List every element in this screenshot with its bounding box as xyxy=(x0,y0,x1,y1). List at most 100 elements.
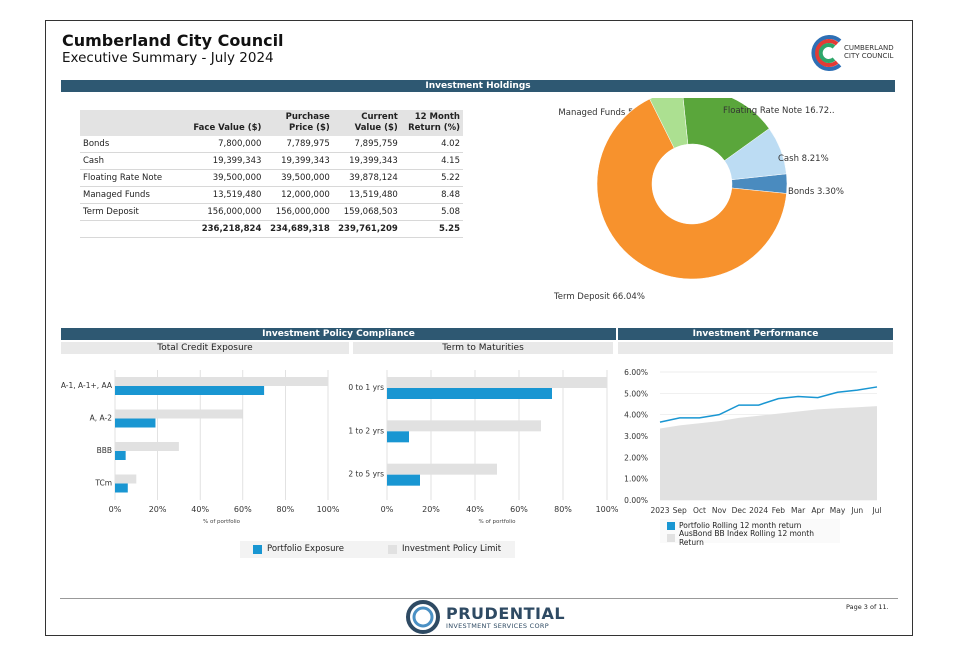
x-axis-label: % of portfolio xyxy=(203,519,241,525)
x-tick-label: 60% xyxy=(234,505,252,514)
table-cell: 239,761,209 xyxy=(332,220,401,238)
x-tick-label: Mar xyxy=(791,506,806,515)
limit-bar xyxy=(115,442,179,451)
table-cell: Floating Rate Note xyxy=(80,169,184,187)
col-header-face: Face Value ($) xyxy=(183,110,265,136)
table-row: Managed Funds 13,519,480 12,000,000 13,519,… xyxy=(80,186,463,204)
holdings-donut-chart: Bonds 3.30% Cash 8.21% Floating Rate Note … xyxy=(553,98,844,302)
x-tick-label: May xyxy=(830,506,846,515)
y-tick-label: 3.00% xyxy=(624,432,648,441)
x-tick-label: Nov xyxy=(712,506,727,515)
table-cell: 19,399,343 xyxy=(183,152,265,170)
performance-subheader xyxy=(618,342,893,354)
donut-slice-label: Term Deposit 66.04% xyxy=(553,292,645,302)
x-tick-label: 0% xyxy=(109,505,122,514)
table-cell: Managed Funds xyxy=(80,186,184,204)
donut-slice xyxy=(724,128,787,180)
table-cell: 4.15 xyxy=(400,152,463,170)
category-label: A-1, A-1+, AA xyxy=(61,381,113,390)
x-tick-label: 0% xyxy=(381,505,394,514)
legend-item-limit: Investment Policy Limit xyxy=(388,544,501,554)
term-maturity-chart: 0% 20% 40% 60% 80% 100% % of portfolio 0 to 1 y… xyxy=(348,370,619,525)
y-tick-label: 6.00% xyxy=(624,368,648,377)
table-cell: 4.02 xyxy=(400,136,463,153)
perf-legend-swatch-index xyxy=(667,533,675,542)
logo-line-2: CITY COUNCIL xyxy=(844,52,894,60)
limit-bar xyxy=(387,377,607,388)
x-axis-label: % of portfolio xyxy=(478,519,516,525)
table-cell: 13,519,480 xyxy=(332,186,401,204)
page-number: Page 3 of 11. xyxy=(846,603,889,611)
legend-swatch-portfolio xyxy=(253,544,262,554)
x-tick-label: 40% xyxy=(191,505,209,514)
donut-slice-label: Floating Rate Note 16.72.. xyxy=(723,106,835,116)
perf-legend-label-index: AusBond BB Index Rolling 12 month Return xyxy=(678,528,814,547)
compliance-section-header: Investment Policy Compliance xyxy=(61,328,616,340)
x-tick-label: Dec xyxy=(732,506,747,515)
page-subtitle: Executive Summary - July 2024 xyxy=(62,50,274,66)
table-cell: 159,068,503 xyxy=(332,203,401,221)
table-cell: 19,399,343 xyxy=(264,152,333,170)
compliance-legend: Portfolio Exposure Investment Policy Lim… xyxy=(240,541,515,558)
y-tick-label: 4.00% xyxy=(624,411,648,420)
y-tick-label: 0.00% xyxy=(624,496,648,505)
perf-legend-index: AusBond BB Index Rolling 12 month Return xyxy=(660,529,840,547)
logo-line-1: CUMBERLAND xyxy=(844,44,894,52)
limit-bar xyxy=(115,377,328,386)
x-tick-label: 20% xyxy=(422,505,440,514)
category-label: BBB xyxy=(97,446,112,455)
table-row: Cash 19,399,343 19,399,343 19,399,343 4.15 xyxy=(80,152,463,170)
x-tick-label: 60% xyxy=(510,505,528,514)
holdings-section-header: Investment Holdings xyxy=(61,80,895,92)
table-cell: Term Deposit xyxy=(80,203,184,221)
category-label: A, A-2 xyxy=(90,414,113,423)
table-cell: Cash xyxy=(80,152,184,170)
table-cell: 39,500,000 xyxy=(183,169,265,187)
table-cell: 8.48 xyxy=(400,186,463,204)
page-title: Cumberland City Council xyxy=(62,31,284,50)
x-tick-label: 20% xyxy=(149,505,167,514)
council-logo-text: CUMBERLAND CITY COUNCIL xyxy=(844,44,894,60)
holdings-total-row: 236,218,824 234,689,318 239,761,209 5.25 xyxy=(80,220,463,238)
x-tick-label: 40% xyxy=(466,505,484,514)
credit-subheader: Total Credit Exposure xyxy=(61,342,349,354)
portfolio-bar xyxy=(387,474,420,486)
category-label: 1 to 2 yrs xyxy=(348,426,384,435)
col-header-name xyxy=(80,110,184,136)
page-frame xyxy=(45,20,913,636)
table-cell: 156,000,000 xyxy=(183,203,265,221)
limit-bar xyxy=(115,409,243,419)
limit-bar xyxy=(387,420,541,432)
perf-legend-portfolio: Portfolio Rolling 12 month return xyxy=(660,520,840,531)
table-cell xyxy=(80,220,184,238)
footer-brand: PRUDENTIAL xyxy=(446,604,566,623)
x-tick-label: Apr xyxy=(811,506,825,515)
performance-section-header: Investment Performance xyxy=(618,328,893,340)
x-tick-label: 2024 xyxy=(749,506,768,515)
portfolio-bar xyxy=(387,431,409,443)
table-cell: 39,878,124 xyxy=(332,169,401,187)
donut-slice-label: Managed Funds 5.72% xyxy=(558,108,655,118)
limit-bar xyxy=(115,474,137,484)
maturities-subheader: Term to Maturities xyxy=(353,342,613,354)
table-cell: 19,399,343 xyxy=(332,152,401,170)
x-tick-label: Oct xyxy=(693,506,706,515)
y-tick-label: 5.00% xyxy=(624,389,648,398)
legend-swatch-limit xyxy=(388,544,397,554)
table-cell: 7,800,000 xyxy=(183,136,265,153)
table-cell: 156,000,000 xyxy=(264,203,333,221)
table-row: Floating Rate Note 39,500,000 39,500,000 39… xyxy=(80,169,463,187)
portfolio-bar xyxy=(387,388,552,399)
portfolio-bar xyxy=(115,483,128,493)
holdings-header-row: Face Value ($) Purchase Price ($) Curren… xyxy=(80,110,463,136)
x-tick-label: 100% xyxy=(317,505,340,514)
table-row: Bonds 7,800,000 7,789,975 7,895,759 4.02 xyxy=(80,136,463,153)
y-tick-label: 2.00% xyxy=(624,453,648,462)
donut-slice xyxy=(596,98,787,280)
table-cell: 13,519,480 xyxy=(183,186,265,204)
council-logo-icon xyxy=(811,35,842,71)
y-tick-label: 1.00% xyxy=(624,475,648,484)
portfolio-bar xyxy=(115,451,126,460)
table-cell: 7,895,759 xyxy=(332,136,401,153)
donut-slice xyxy=(649,98,689,149)
